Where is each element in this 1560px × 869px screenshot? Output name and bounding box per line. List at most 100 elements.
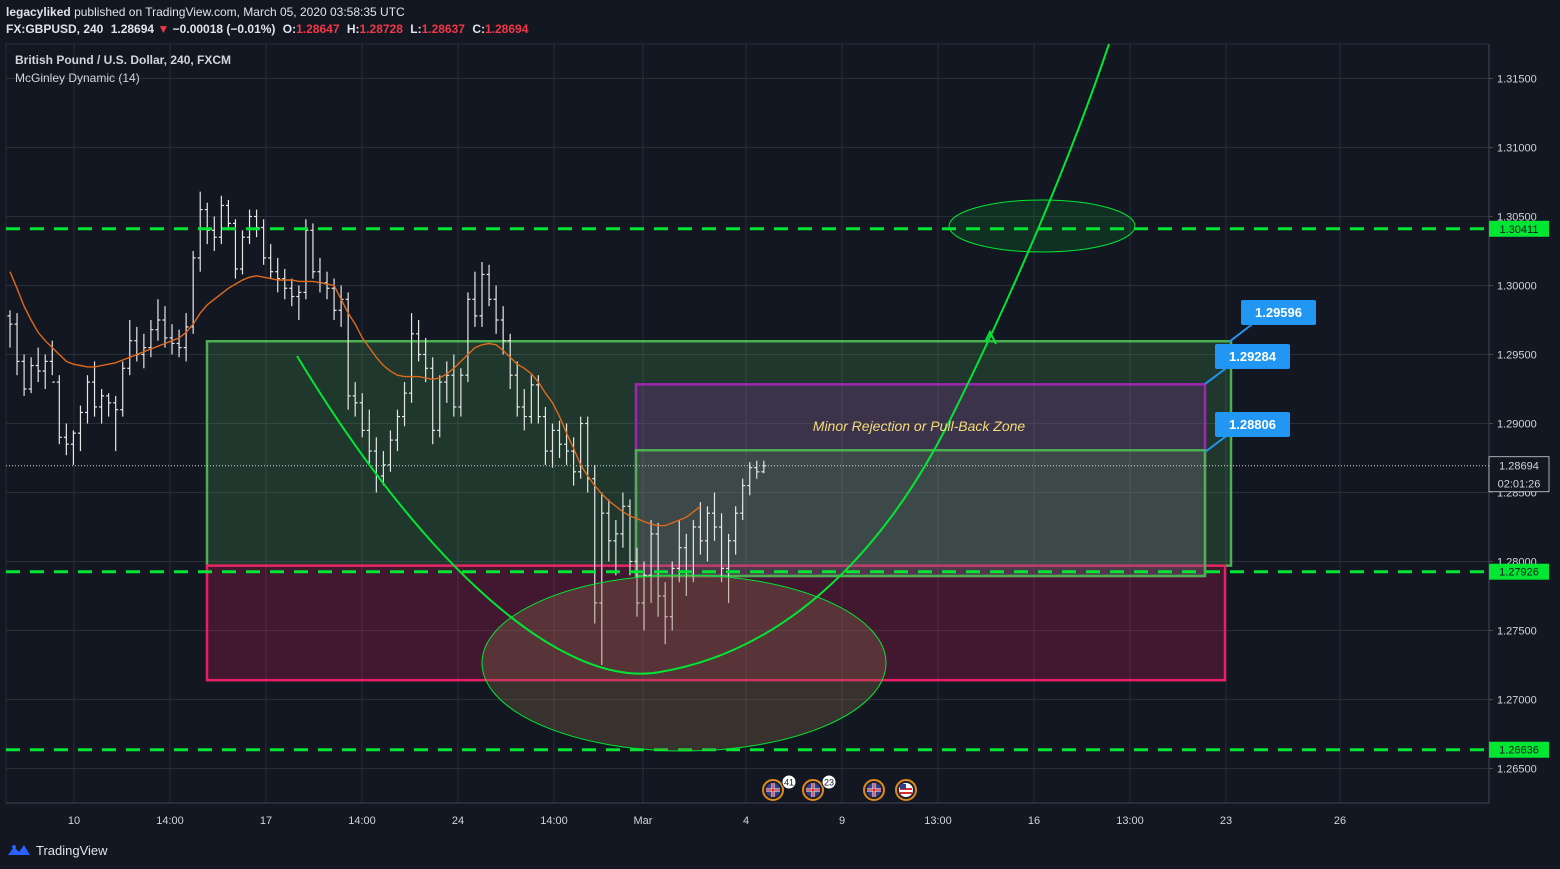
event-marker: 23 (802, 774, 837, 801)
zone-inner-green (634, 449, 1207, 578)
callout-box (1215, 344, 1290, 369)
x-tick-label: 24 (452, 815, 464, 827)
open-label: O: (282, 22, 297, 36)
ohlc-bar (134, 326, 140, 362)
event-markers[interactable]: 41 23 (762, 774, 917, 801)
ohlc-bar (599, 492, 605, 665)
ohlc-bar (648, 520, 654, 603)
published-text: published on TradingView.com, March 05, … (74, 5, 405, 19)
down-arrow-icon: ▼ (157, 22, 170, 36)
ohlc-bar (254, 209, 260, 238)
level-price-tag (1489, 741, 1549, 758)
callout-pointer (1228, 321, 1256, 343)
level-price-label: 1.26636 (1499, 745, 1539, 757)
ohlc-bar (704, 506, 710, 562)
ohlc-bar (634, 547, 640, 617)
x-tick-label: 23 (1220, 815, 1232, 827)
ohlc-bar (712, 492, 717, 541)
ohlc-bar (486, 264, 492, 307)
us-flag-stripe (900, 792, 912, 794)
ohlc-bar (106, 393, 112, 417)
ohlc-bar (14, 313, 20, 376)
close-value: 1.28694 (484, 22, 529, 36)
ohlc-bar (366, 409, 372, 465)
ohlc-bar (7, 310, 13, 348)
event-count: 23 (824, 778, 834, 788)
x-tick-label: 10 (68, 815, 80, 827)
x-tick-label: 26 (1334, 815, 1346, 827)
countdown-label: 02:01:26 (1498, 479, 1541, 491)
indicator-legend[interactable]: McGinley Dynamic (14) (15, 71, 140, 85)
ohlc-bar (303, 219, 309, 300)
ohlc-bar (296, 285, 302, 320)
event-count-badge (781, 774, 797, 790)
ohlc-bar (225, 199, 231, 231)
callout-label: 1.29284 (1229, 349, 1277, 364)
ohlc-bar (655, 522, 661, 617)
ohlc-bar (99, 389, 105, 424)
ohlc-bar (204, 202, 210, 245)
last-price-label: 1.28694 (1499, 461, 1539, 473)
zone-annotation: Minor Rejection or Pull-Back Zone (813, 418, 1026, 434)
callout-box (1241, 300, 1316, 325)
ohlc-bar (289, 278, 295, 307)
price-callout: 1.29596 (1228, 300, 1316, 343)
tradingview-logo[interactable]: TradingView (6, 842, 108, 858)
price-change: −0.00018 (−0.01%) (172, 22, 276, 36)
high-value: 1.28728 (359, 22, 403, 36)
y-tick-label: 1.27000 (1497, 695, 1537, 707)
price-callout: 1.29284 (1204, 344, 1290, 385)
ohlc-bar (113, 395, 119, 452)
ohlc-bar (662, 582, 668, 645)
ohlc-bar (92, 361, 98, 417)
ohlc-bar (444, 361, 450, 403)
ohlc-bar (239, 230, 245, 275)
ohlc-bar (528, 375, 534, 424)
ohlc-bar (63, 423, 69, 456)
ohlc-bar (627, 499, 633, 576)
ohlc-bar (218, 195, 224, 245)
x-tick-label: 14:00 (540, 815, 568, 827)
zone-demand-green (205, 340, 1233, 567)
callout-box (1215, 412, 1290, 437)
ohlc-bar (324, 271, 330, 300)
price-axis[interactable]: 1.31500 1.31000 1.30500 1.30000 1.29500 1.290… (1488, 44, 1550, 803)
instrument-legend[interactable]: British Pound / U.S. Dollar, 240, FXCM (15, 53, 232, 67)
ohlc-bar (70, 430, 76, 465)
level-price-label: 1.27926 (1499, 567, 1539, 579)
event-count: 41 (784, 778, 794, 788)
ohlc-bar (380, 451, 386, 486)
drawings[interactable]: Minor Rejection or Pull-Back Zone 1.29596… (296, 43, 1316, 752)
projection-curve (296, 43, 1110, 675)
last-price: 1.28694 (110, 22, 155, 36)
callout-label: 1.29596 (1255, 305, 1302, 320)
y-tick-label: 1.30500 (1497, 212, 1537, 224)
y-tick-label: 1.31000 (1497, 143, 1537, 155)
y-tick-label: 1.31500 (1497, 74, 1537, 86)
ohlc-bar (416, 320, 422, 362)
ohlc-bar (641, 561, 647, 631)
callout-label: 1.28806 (1229, 417, 1276, 432)
ohlc-bar (352, 382, 358, 417)
x-tick-label: 17 (260, 815, 272, 827)
ohlc-bar (49, 340, 55, 383)
ohlc-bar (275, 257, 281, 293)
ohlc-bar (571, 437, 577, 486)
time-axis[interactable]: 10 14:00 17 14:00 24 14:00 Mar 4 9 13:00 16 13:00 23… (6, 802, 1489, 827)
low-label: L: (410, 22, 422, 36)
ohlc-bar (120, 361, 126, 417)
zone-supply-magenta (205, 564, 1227, 682)
ohlc-bar (169, 324, 175, 355)
y-tick-label: 1.26500 (1497, 764, 1537, 776)
ohlc-bar (578, 416, 584, 479)
author-name[interactable]: legacyliked (6, 5, 71, 19)
ohlc-bar (669, 561, 675, 631)
ohlc-bar (423, 337, 429, 383)
high-label: H: (346, 22, 360, 36)
horizontal-levels[interactable] (6, 227, 1489, 752)
candles[interactable] (7, 191, 767, 665)
level-price-label: 1.30411 (1500, 224, 1539, 236)
ohlc-bar (338, 285, 344, 327)
x-tick-label: Mar (634, 815, 653, 827)
